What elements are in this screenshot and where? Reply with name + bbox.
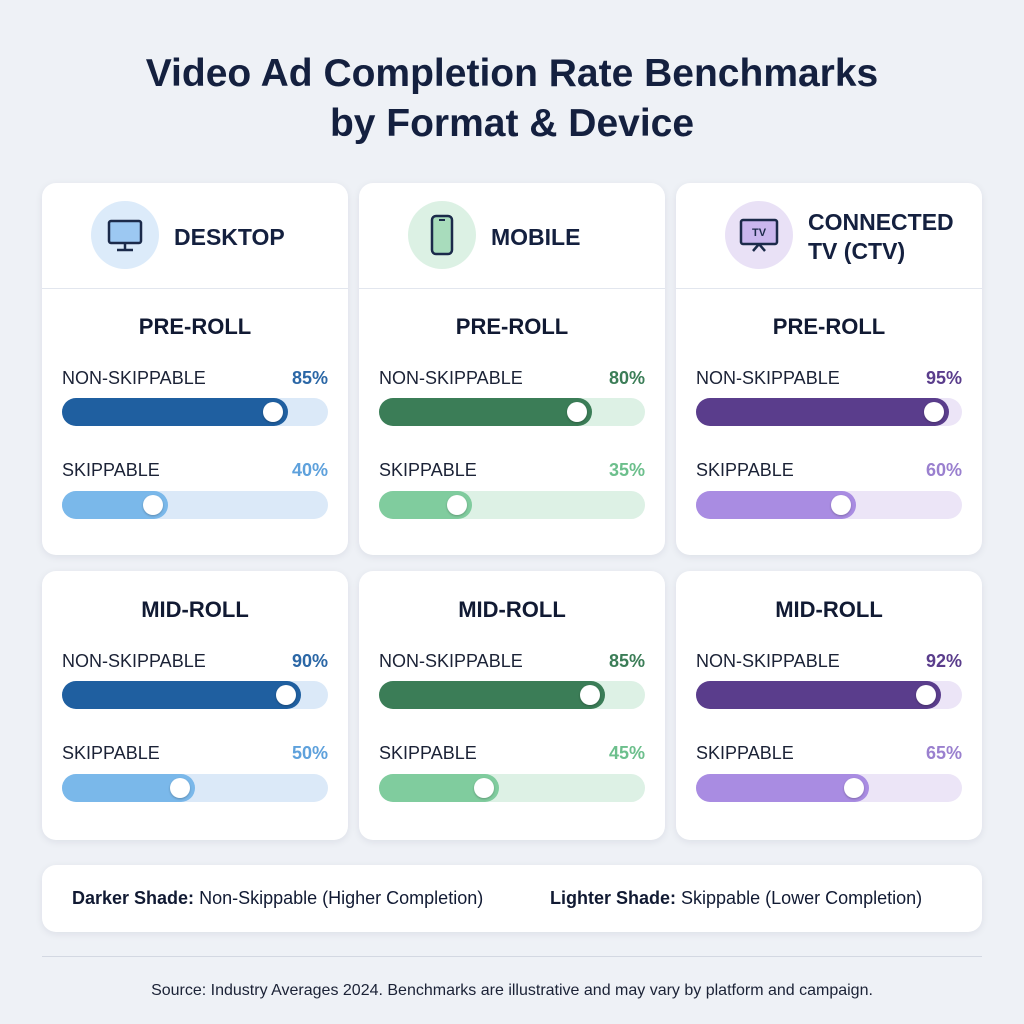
bar — [62, 681, 302, 709]
legend — [42, 865, 982, 932]
row-label: NON-SKIPPABLE — [696, 651, 840, 671]
value-label: 40% — [291, 460, 328, 480]
row-label: SKIPPABLE — [696, 743, 794, 763]
icon: TV — [739, 218, 779, 252]
row-label: NON-SKIPPABLE — [379, 368, 523, 388]
bar — [696, 774, 869, 802]
bar-knob — [915, 685, 936, 705]
legend-item: Lighter Shade: Skippable (Lower Completi… — [550, 888, 922, 909]
row-label: NON-SKIPPABLE — [379, 651, 523, 671]
title: by Format & Device — [329, 102, 695, 145]
value-label: 92% — [925, 651, 962, 671]
format-title: MID-ROLL — [141, 597, 249, 622]
header-divider — [42, 288, 348, 289]
format-title: PRE-ROLL — [455, 314, 569, 339]
bar-knob — [276, 685, 297, 705]
device-icon — [91, 201, 159, 269]
legend-key: Darker Shade: — [72, 888, 195, 908]
legend-key: Lighter Shade: — [550, 888, 677, 908]
format-title: PRE-ROLL — [772, 314, 886, 339]
bar-knob — [170, 778, 190, 798]
value-label: 90% — [291, 651, 328, 671]
bar — [379, 681, 606, 709]
row-label: SKIPPABLE — [696, 460, 794, 480]
device-name: CONNECTED TV (CTV) — [808, 209, 954, 264]
row-label: NON-SKIPPABLE — [62, 651, 206, 671]
bar-knob — [923, 402, 944, 422]
value-label: 85% — [608, 651, 645, 671]
bar-knob — [580, 685, 601, 705]
bar-knob — [843, 778, 864, 798]
icon — [107, 219, 143, 252]
row-label: SKIPPABLE — [62, 460, 160, 480]
header-divider — [359, 288, 665, 289]
value-label: 45% — [608, 743, 645, 763]
value-label: 95% — [925, 368, 962, 388]
legend-text: Non-Skippable (Higher Completion) — [199, 888, 484, 908]
value-label: 35% — [608, 460, 645, 480]
device-name: DESKTOP — [174, 223, 285, 250]
header-divider — [676, 288, 982, 289]
device-icon — [408, 201, 476, 269]
format-title: MID-ROLL — [775, 597, 883, 622]
row-label: SKIPPABLE — [379, 460, 477, 480]
bar — [696, 681, 941, 709]
source: Source: Industry Averages 2024. Benchmar… — [151, 982, 873, 999]
value-label: 50% — [291, 743, 328, 763]
device-name: MOBILE — [491, 223, 581, 250]
icon-text: TV — [752, 227, 767, 239]
bar-knob — [143, 495, 164, 515]
legend-item: Darker Shade: Non-Skippable (Higher Comp… — [72, 888, 483, 909]
format-title: PRE-ROLL — [138, 314, 252, 339]
row-label: SKIPPABLE — [62, 743, 160, 763]
bar — [696, 398, 949, 426]
title: Video Ad Completion Rate Benchmarks — [145, 52, 879, 95]
value-label: 65% — [925, 743, 962, 763]
device-icon: TV — [725, 201, 793, 269]
bar-knob — [263, 402, 284, 422]
icon — [430, 214, 454, 256]
row-label: NON-SKIPPABLE — [62, 368, 206, 388]
divider — [42, 956, 982, 957]
bar-knob — [447, 495, 468, 515]
bar — [696, 491, 856, 519]
bar — [379, 398, 592, 426]
bar-knob — [473, 778, 494, 798]
legend-text: Skippable (Lower Completion) — [681, 888, 923, 908]
value-label: 85% — [291, 368, 328, 388]
format-title: MID-ROLL — [458, 597, 566, 622]
value-label: 60% — [925, 460, 962, 480]
bar — [62, 398, 289, 426]
value-label: 80% — [608, 368, 645, 388]
bar-knob — [830, 495, 851, 515]
row-label: SKIPPABLE — [379, 743, 477, 763]
bar-knob — [566, 402, 587, 422]
row-label: NON-SKIPPABLE — [696, 368, 840, 388]
